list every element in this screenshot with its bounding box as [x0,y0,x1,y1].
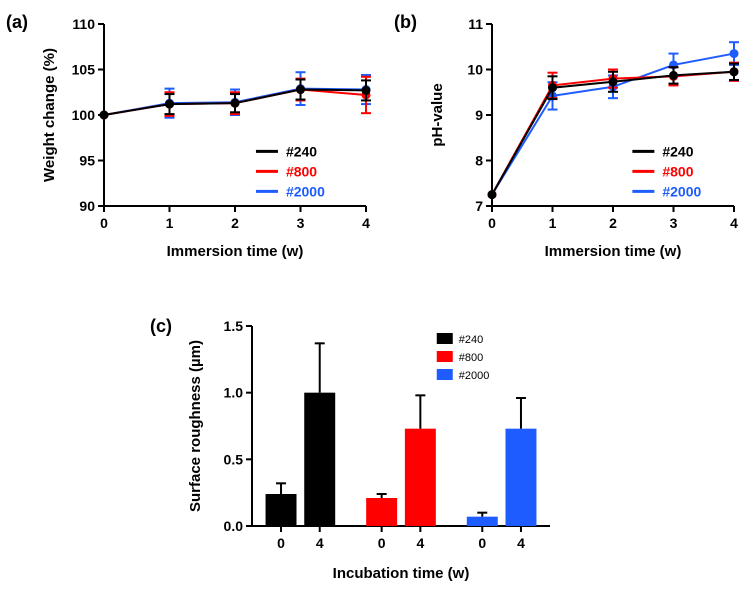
svg-text:#800: #800 [459,352,483,364]
panel-a-label: (a) [6,12,28,33]
svg-text:9: 9 [475,107,483,123]
svg-text:2: 2 [231,215,239,231]
svg-text:2: 2 [609,215,617,231]
svg-text:#240: #240 [459,334,483,346]
svg-text:0.0: 0.0 [224,518,244,534]
svg-text:Immersion time (w): Immersion time (w) [167,243,304,260]
svg-text:Incubation time (w): Incubation time (w) [333,565,470,582]
svg-text:Weight change (%): Weight change (%) [41,48,58,182]
svg-text:1: 1 [549,215,557,231]
svg-text:110: 110 [72,16,95,32]
svg-text:7: 7 [475,198,483,214]
svg-text:4: 4 [730,215,738,231]
svg-text:#240: #240 [662,143,693,159]
panel-c-label: (c) [150,316,172,337]
svg-text:#2000: #2000 [662,183,701,199]
svg-text:3: 3 [297,215,305,231]
svg-text:#800: #800 [662,163,693,179]
svg-text:0: 0 [378,535,386,551]
svg-text:10: 10 [467,62,483,78]
svg-text:0: 0 [488,215,496,231]
svg-text:0: 0 [100,215,108,231]
svg-text:3: 3 [670,215,678,231]
svg-text:90: 90 [79,198,95,214]
svg-text:0: 0 [277,535,285,551]
svg-text:1.0: 1.0 [224,385,244,401]
svg-text:1: 1 [166,215,174,231]
panel-c-chart: 0.0 0.5 1.0 1.5 0 4 0 4 0 4 Incubation time (w) Sur… [180,310,560,590]
panel-b-chart: 7 8 9 10 11 0 1 2 3 4 Immersion time (w) pH-value #2… [424,6,744,266]
figure-root: (a) (b) (c) 909510010511001234Immersion … [0,0,744,599]
svg-text:0: 0 [478,535,486,551]
svg-text:100: 100 [72,107,96,123]
svg-text:#240: #240 [286,143,317,159]
svg-text:1.5: 1.5 [224,318,244,334]
svg-text:#800: #800 [286,163,317,179]
svg-text:95: 95 [79,153,95,169]
svg-text:4: 4 [517,535,525,551]
svg-text:0.5: 0.5 [224,451,244,467]
svg-text:pH-value: pH-value [429,83,446,146]
svg-text:#2000: #2000 [286,183,325,199]
panel-a-chart: 90 95 100 105 110 0 1 2 3 4 Immersion time (w) Weig… [36,6,376,266]
svg-text:#2000: #2000 [459,370,490,382]
svg-text:Surface roughness (µm): Surface roughness (µm) [187,340,204,512]
svg-text:4: 4 [416,535,424,551]
svg-text:4: 4 [362,215,370,231]
svg-text:105: 105 [72,62,96,78]
svg-text:8: 8 [475,153,483,169]
panel-b-label: (b) [394,12,417,33]
svg-text:Immersion time (w): Immersion time (w) [545,243,682,260]
svg-text:11: 11 [468,16,483,32]
svg-text:4: 4 [316,535,324,551]
